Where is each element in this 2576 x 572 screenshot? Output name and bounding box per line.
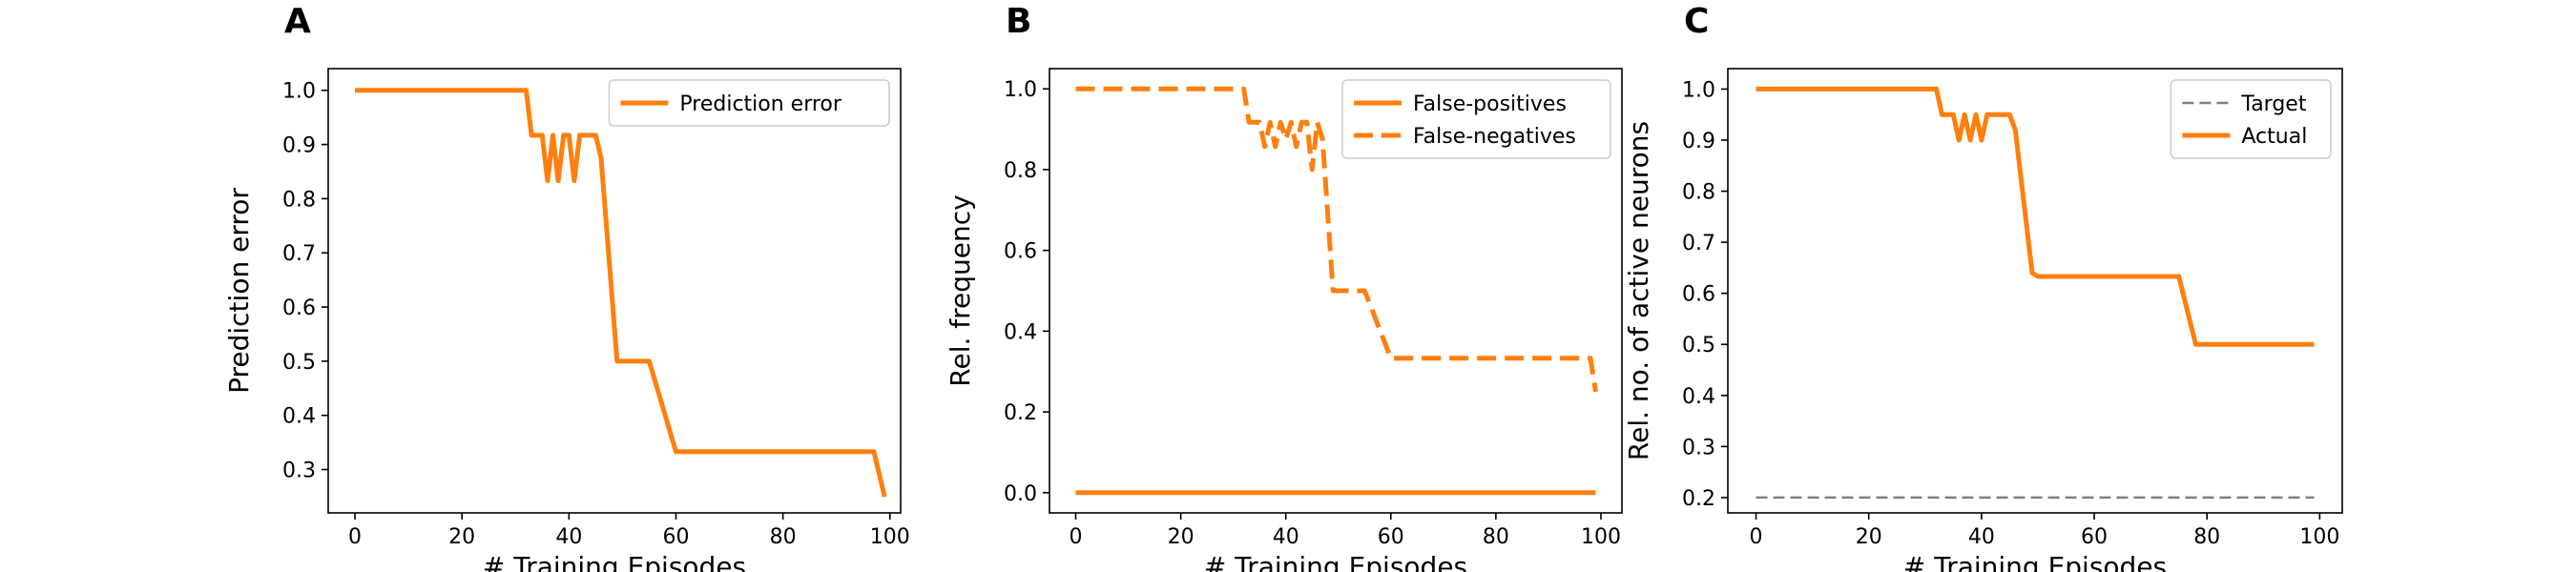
legend-box [2170, 79, 2332, 159]
series-line-1 [1075, 86, 1598, 393]
y-tick-label: 0.2 [1004, 401, 1037, 425]
series-line-1 [1755, 86, 2315, 347]
y-tick-label: 0.9 [282, 134, 316, 158]
y-tick-label: 0.4 [1004, 320, 1037, 344]
panel-b: B 0 20 40 60 80 100 0.0 0.2 0.4 0.6 0.8 1.0 # Trainin… [945, 2, 1623, 572]
panel-letter: A [284, 2, 311, 41]
legend-label: False-positives [1413, 92, 1567, 116]
x-tick-label: 40 [555, 525, 582, 549]
series-line-0 [355, 88, 887, 498]
axes-frame [327, 68, 902, 514]
x-tick-label: 20 [1168, 525, 1195, 549]
x-axis-label: # Training Episodes [483, 551, 746, 572]
y-tick-label: 0.7 [1682, 232, 1715, 255]
y-tick-label: 0.6 [1004, 240, 1037, 264]
y-tick-label: 0.2 [1682, 487, 1715, 511]
y-axis-label: Rel. frequency [945, 194, 976, 386]
panel-letter: B [1006, 2, 1031, 41]
y-tick-label: 0.0 [1004, 482, 1037, 506]
axes-frame [1727, 68, 2343, 514]
x-tick-label: 0 [348, 525, 362, 549]
x-tick-label: 60 [2081, 525, 2108, 549]
legend-box [1341, 79, 1611, 159]
y-tick-label: 0.7 [282, 242, 316, 266]
x-axis-label: # Training Episodes [1204, 551, 1467, 572]
y-tick-label: 0.3 [1682, 436, 1715, 460]
x-tick-label: 0 [1750, 525, 1763, 549]
y-axis-label: Rel. no. of active neurons [1623, 121, 1654, 460]
y-tick-label: 0.9 [1682, 130, 1715, 153]
x-tick-label: 20 [448, 525, 475, 549]
x-tick-label: 80 [2193, 525, 2220, 549]
legend-box [608, 79, 890, 127]
x-tick-label: 40 [1968, 525, 1995, 549]
y-tick-label: 0.8 [282, 188, 316, 212]
legend-label: Target [2240, 92, 2306, 116]
x-tick-label: 40 [1273, 525, 1299, 549]
y-tick-label: 0.8 [1004, 159, 1037, 183]
y-tick-label: 0.5 [1682, 334, 1715, 358]
panel-letter: C [1684, 2, 1709, 41]
x-tick-label: 100 [870, 525, 910, 549]
y-axis-label: Prediction error [223, 188, 255, 394]
legend-label: Prediction error [679, 92, 841, 116]
legend-label: False-negatives [1413, 125, 1576, 149]
y-tick-label: 1.0 [1682, 78, 1715, 102]
axes-frame [1049, 68, 1623, 514]
x-tick-label: 100 [2299, 525, 2339, 549]
y-tick-label: 1.0 [282, 80, 316, 104]
y-tick-label: 1.0 [1004, 78, 1037, 102]
x-tick-label: 60 [1378, 525, 1404, 549]
y-tick-label: 0.5 [282, 351, 316, 375]
y-tick-label: 0.6 [1682, 283, 1715, 307]
y-tick-label: 0.4 [282, 405, 316, 429]
y-tick-label: 0.3 [282, 460, 316, 483]
x-tick-label: 100 [1581, 525, 1621, 549]
x-tick-label: 60 [662, 525, 689, 549]
panel-a: A 0 20 40 60 80 100 0.3 0.4 0.5 0.6 0.7 0.8 0.9 1.0 # T… [223, 2, 910, 572]
x-tick-label: 0 [1070, 525, 1083, 549]
x-tick-label: 80 [770, 525, 797, 549]
x-axis-label: # Training Episodes [1903, 551, 2167, 572]
x-tick-label: 20 [1856, 525, 1882, 549]
panel-c: C 0 20 40 60 80 100 0.2 0.3 0.4 0.5 0.6 0.7 0.8 0.9 1.0… [1623, 2, 2343, 572]
y-tick-label: 0.4 [1682, 385, 1715, 409]
legend-label: Actual [2241, 125, 2307, 149]
x-tick-label: 80 [1483, 525, 1509, 549]
y-tick-label: 0.6 [282, 296, 316, 320]
y-tick-label: 0.8 [1682, 181, 1715, 205]
